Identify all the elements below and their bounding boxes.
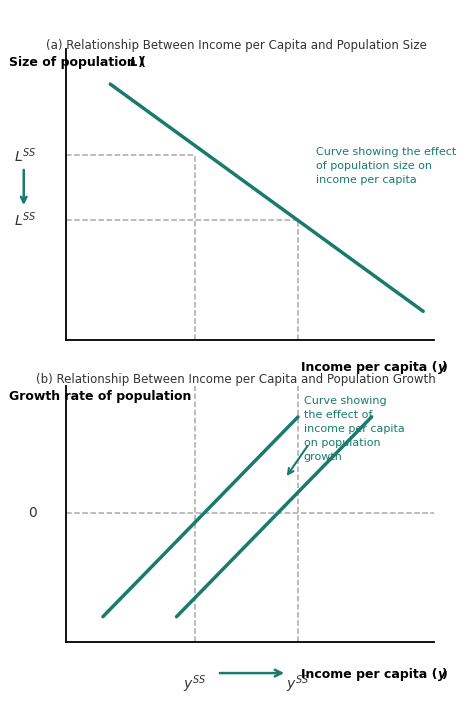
Text: Curve showing
the effect of
income per capita
on population
growth: Curve showing the effect of income per c… [303,397,405,463]
Text: Growth rate of population: Growth rate of population [9,390,192,403]
Text: $y^{SS}$: $y^{SS}$ [287,673,310,695]
Text: ): ) [442,361,448,374]
Text: ): ) [138,56,143,69]
Text: Size of population (: Size of population ( [9,56,146,69]
Text: y: y [438,668,446,681]
Text: Income per capita (: Income per capita ( [302,668,438,681]
Text: $y^{SS}$: $y^{SS}$ [183,673,207,695]
Text: (a) Relationship Between Income per Capita and Population Size: (a) Relationship Between Income per Capi… [46,39,426,52]
Text: 0: 0 [28,506,37,520]
Text: $L^{SS}$: $L^{SS}$ [14,211,37,229]
Text: ): ) [442,668,448,681]
Text: Income per capita (: Income per capita ( [302,361,438,374]
Text: (b) Relationship Between Income per Capita and Population Growth: (b) Relationship Between Income per Capi… [36,373,436,387]
Text: L: L [130,56,138,69]
Text: y: y [438,361,446,374]
Text: $L^{SS}$: $L^{SS}$ [14,146,37,165]
Text: Curve showing the effect
of population size on
income per capita: Curve showing the effect of population s… [316,147,457,185]
